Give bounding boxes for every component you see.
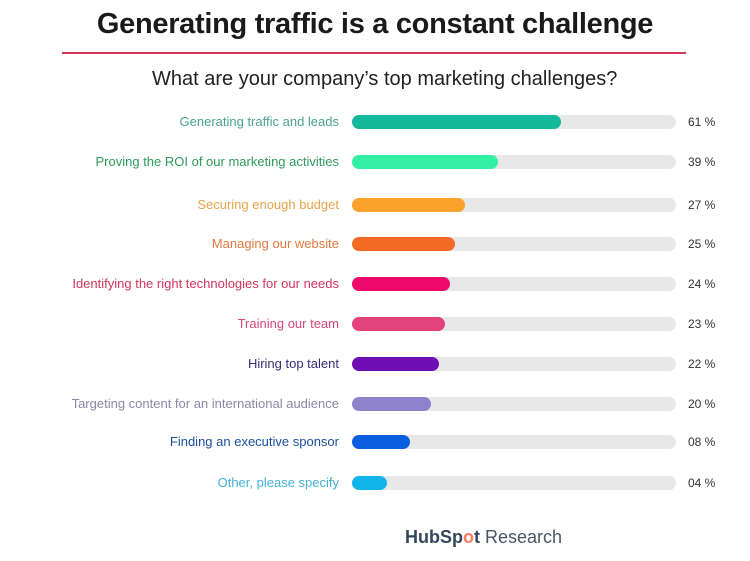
brand-name: HubSpot (405, 527, 480, 547)
bar-track (352, 198, 676, 212)
bar-label: Identifying the right technologies for o… (72, 276, 339, 291)
bar-label: Other, please specify (217, 475, 339, 490)
chart-title: Generating traffic is a constant challen… (96, 8, 654, 40)
bar-value: 27 % (688, 198, 716, 212)
bar-fill (352, 277, 450, 291)
bar-row: Managing our website 25 % (0, 234, 750, 254)
bar-value: 04 % (688, 476, 716, 490)
bar-track (352, 277, 676, 291)
bar-row: Training our team 23 % (0, 314, 750, 334)
bar-track (352, 397, 676, 411)
bar-value: 20 % (688, 397, 716, 411)
bar-label: Targeting content for an international a… (71, 396, 339, 411)
bar-row: Proving the ROI of our marketing activit… (0, 152, 750, 172)
bar-row: Finding an executive sponsor 08 % (0, 432, 750, 452)
bar-value: 39 % (688, 155, 716, 169)
bar-label: Securing enough budget (197, 197, 339, 212)
bar-track (352, 435, 676, 449)
bar-label: Proving the ROI of our marketing activit… (95, 154, 340, 169)
bar-fill (352, 317, 445, 331)
bar-fill (352, 397, 431, 411)
bar-fill (352, 155, 498, 169)
chart-subtitle: What are your company’s top marketing ch… (152, 68, 618, 90)
bar-fill (352, 237, 455, 251)
bar-value: 22 % (688, 357, 716, 371)
bar-fill (352, 476, 387, 490)
bar-label: Finding an executive sponsor (169, 434, 339, 449)
bar-row: Generating traffic and leads 61 % (0, 112, 750, 132)
bar-value: 25 % (688, 237, 716, 251)
bar-value: 61 % (688, 115, 716, 129)
title-divider (62, 52, 686, 54)
brand-text-2: t (474, 527, 480, 547)
bar-label: Hiring top talent (247, 356, 339, 371)
bar-fill (352, 357, 439, 371)
brand-suffix: Research (480, 527, 563, 547)
bar-label: Training our team (237, 316, 339, 331)
bar-row: Identifying the right technologies for o… (0, 274, 750, 294)
bar-track (352, 476, 676, 490)
bar-label: Managing our website (211, 236, 339, 251)
bar-track (352, 357, 676, 371)
bar-track (352, 155, 676, 169)
bar-fill (352, 115, 561, 129)
bar-track (352, 115, 676, 129)
bar-row: Securing enough budget 27 % (0, 195, 750, 215)
hubspot-research-logo: HubSpot Research (405, 527, 562, 548)
sprocket-icon: o (463, 527, 474, 547)
brand-text-1: HubSp (405, 527, 463, 547)
bar-value: 08 % (688, 435, 716, 449)
bar-row: Hiring top talent 22 % (0, 354, 750, 374)
bar-track (352, 237, 676, 251)
bar-label: Generating traffic and leads (179, 114, 339, 129)
bar-fill (352, 198, 465, 212)
bar-row: Other, please specify 04 % (0, 473, 750, 493)
bar-track (352, 317, 676, 331)
bar-value: 24 % (688, 277, 716, 291)
bar-fill (352, 435, 410, 449)
bar-row: Targeting content for an international a… (0, 394, 750, 414)
bar-value: 23 % (688, 317, 716, 331)
